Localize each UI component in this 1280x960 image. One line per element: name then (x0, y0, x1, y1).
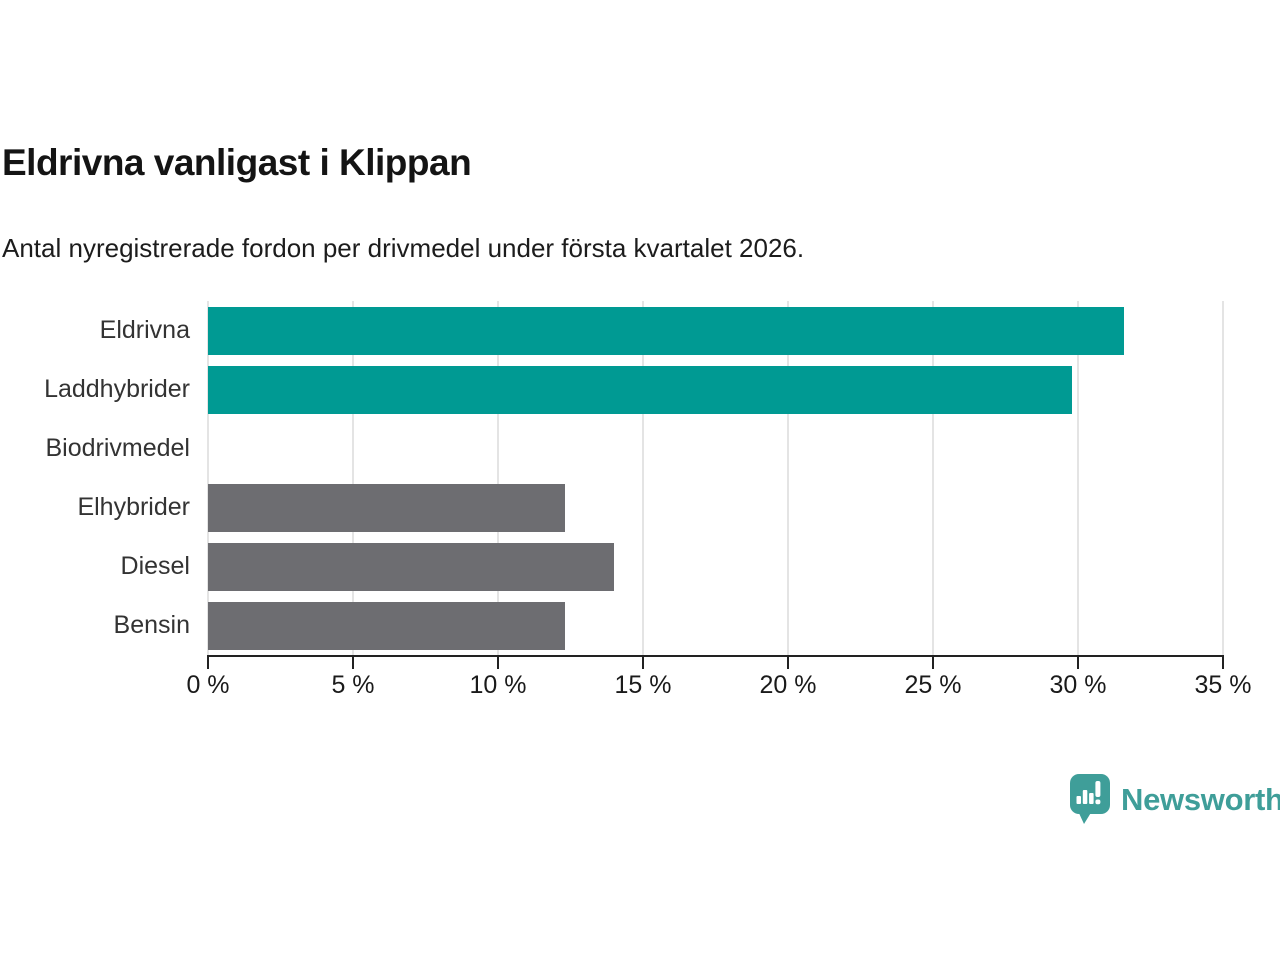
x-tick-label: 15 % (614, 671, 672, 699)
x-tick-label: 20 % (759, 671, 817, 699)
bar-diesel (208, 542, 614, 591)
gridline (932, 301, 934, 655)
newsworthy-logo-text: Newsworthy (1121, 781, 1280, 817)
x-axis-tick (351, 657, 354, 669)
bar-eldrivna (208, 306, 1125, 355)
bar-row (208, 301, 1223, 360)
category-label: Biodrivmedel (45, 434, 190, 462)
x-axis-line (207, 655, 1224, 657)
category-labels: Eldrivna Laddhybrider Biodrivmedel Elhybrid… (0, 301, 190, 655)
page-title: Eldrivna vanligast i Klippan (2, 142, 472, 183)
x-axis-tick (932, 657, 934, 669)
newsworthy-logo-icon (1070, 774, 1110, 824)
x-axis-tick (786, 657, 789, 669)
bar-row (208, 478, 1223, 537)
bar-bensin (208, 601, 565, 650)
category-label: Laddhybrider (44, 375, 190, 403)
bar-chart: Eldrivna Laddhybrider Biodrivmedel Elhybrid… (0, 301, 1280, 721)
gridline (642, 301, 644, 655)
category-label: Bensin (113, 611, 190, 639)
gridline (207, 301, 209, 655)
chart-subtitle: Antal nyregistrerade fordon per drivmede… (2, 233, 805, 263)
x-axis-tick (496, 657, 499, 669)
bar-row (208, 419, 1223, 478)
gridline (496, 301, 499, 655)
x-axis-tick (207, 657, 209, 669)
bar-row (208, 360, 1223, 419)
x-tick-label: 25 % (904, 671, 962, 699)
category-label: Eldrivna (99, 316, 190, 344)
x-tick-label: 10 % (469, 671, 527, 699)
x-tick-label: 5 % (331, 671, 375, 699)
x-tick-label: 30 % (1049, 671, 1107, 699)
bar-row (208, 596, 1223, 655)
category-label: Diesel (120, 552, 190, 580)
bar-row (208, 537, 1223, 596)
x-tick-label: 0 % (186, 671, 230, 699)
x-axis-ticks: 0 % 5 % 10 % 15 % 20 % 25 % 30 % 35 % (186, 657, 1251, 717)
gridline (786, 301, 789, 655)
x-axis-tick (1222, 657, 1224, 669)
bar-laddhybrider (208, 365, 1073, 414)
plot-area (207, 301, 1224, 655)
gridline (351, 301, 354, 655)
gridline (1077, 301, 1079, 655)
x-axis-tick (642, 657, 644, 669)
category-label: Elhybrider (77, 493, 190, 521)
newsworthy-logo: Newsworthy (1068, 773, 1280, 826)
x-axis-tick (1077, 657, 1079, 669)
x-tick-label: 35 % (1194, 671, 1252, 699)
bar-elhybrider (208, 483, 565, 532)
gridline (1222, 301, 1224, 655)
bar-rows (208, 301, 1223, 655)
